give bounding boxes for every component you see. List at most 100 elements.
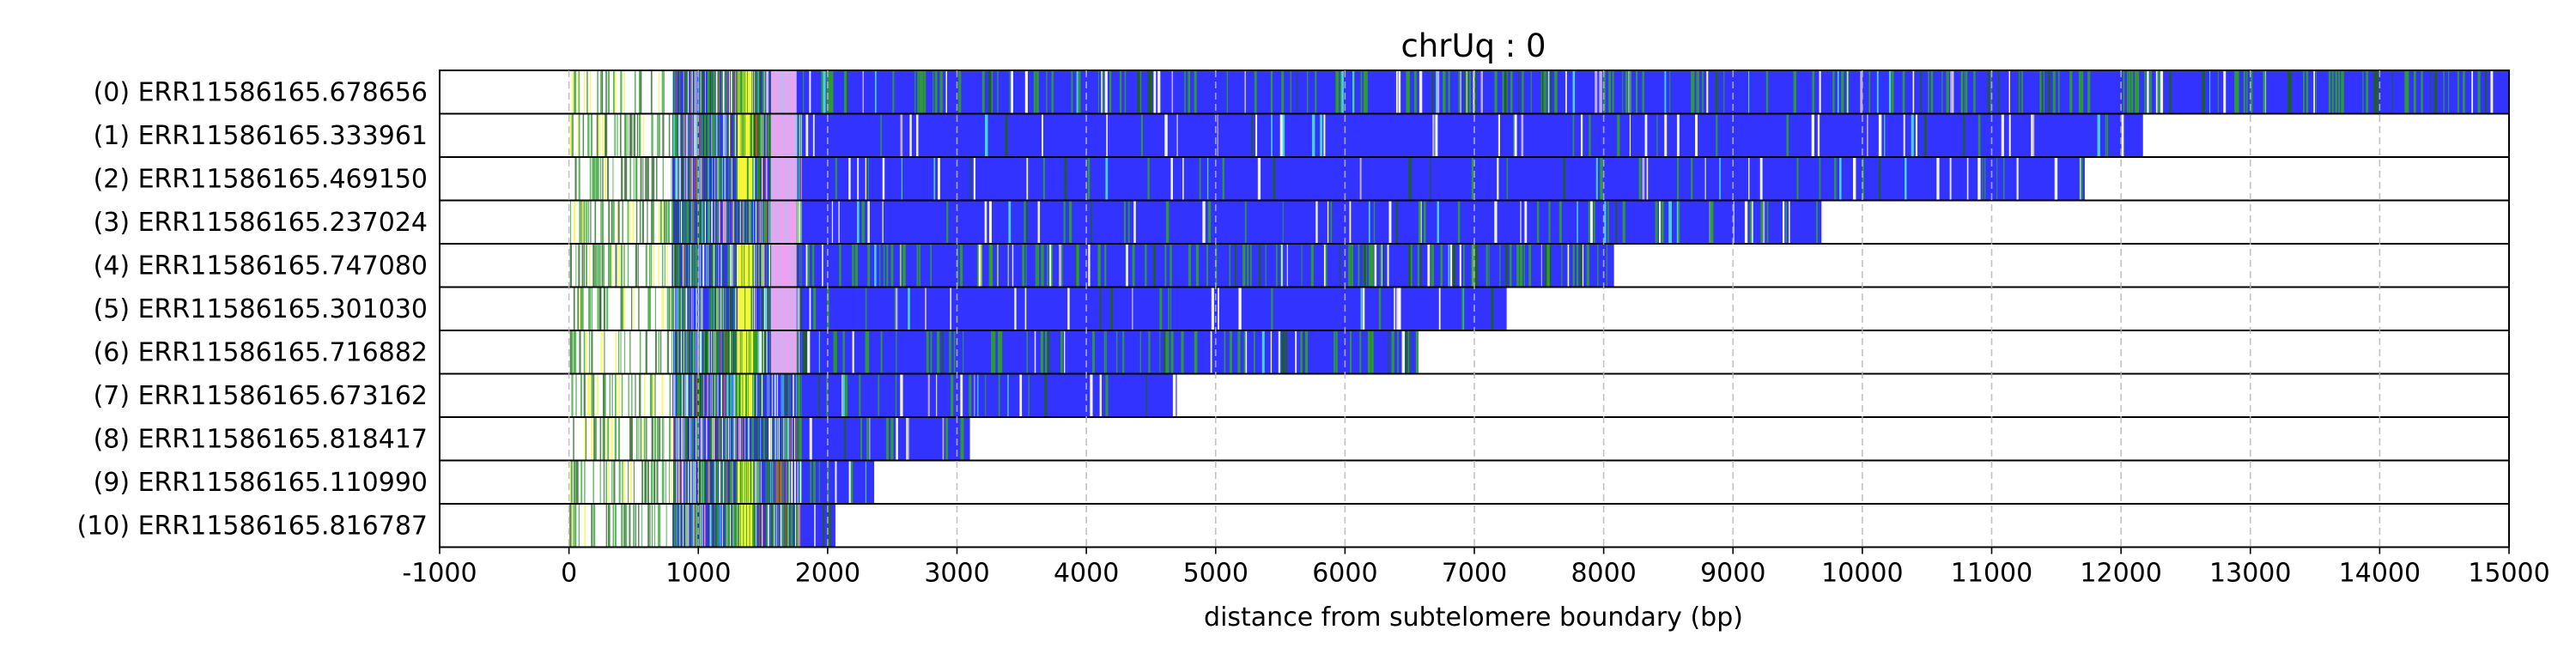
repeat-block xyxy=(801,331,1417,373)
variant-mark xyxy=(669,418,671,460)
variant-mark xyxy=(1133,201,1136,243)
variant-mark xyxy=(623,245,625,287)
variant-mark xyxy=(707,71,709,113)
variant-mark xyxy=(2079,158,2083,200)
variant-mark xyxy=(674,418,677,460)
variant-mark xyxy=(759,114,761,156)
variant-mark xyxy=(748,418,750,460)
variant-mark xyxy=(708,245,711,287)
variant-mark xyxy=(728,158,730,200)
variant-mark xyxy=(705,461,707,503)
variant-mark xyxy=(1696,71,1699,113)
variant-mark xyxy=(750,374,752,416)
variant-mark xyxy=(720,245,722,287)
variant-mark xyxy=(793,201,795,243)
variant-mark xyxy=(704,245,706,287)
variant-mark xyxy=(718,461,720,503)
variant-mark xyxy=(786,331,787,373)
variant-mark xyxy=(776,331,778,373)
read-label: (5) ERR11586165.301030 xyxy=(94,294,428,324)
variant-mark xyxy=(745,71,748,113)
variant-mark xyxy=(762,331,765,373)
variant-mark xyxy=(700,288,702,330)
variant-mark xyxy=(643,418,646,460)
variant-mark xyxy=(597,288,599,330)
variant-mark xyxy=(769,245,770,287)
variant-mark xyxy=(1359,331,1362,373)
variant-mark xyxy=(799,201,800,243)
variant-mark xyxy=(773,201,775,243)
variant-mark xyxy=(2414,71,2416,113)
variant-mark xyxy=(1340,71,1344,113)
variant-mark xyxy=(769,418,770,460)
variant-mark xyxy=(707,201,709,243)
variant-mark xyxy=(799,331,801,373)
variant-mark xyxy=(696,158,697,200)
variant-mark xyxy=(674,288,677,330)
variant-mark xyxy=(734,331,736,373)
variant-mark xyxy=(720,461,721,503)
variant-mark xyxy=(740,71,743,113)
variant-mark xyxy=(1744,201,1748,243)
variant-mark xyxy=(787,114,789,156)
variant-mark xyxy=(1448,71,1450,113)
variant-mark xyxy=(690,71,693,113)
variant-mark xyxy=(755,201,757,243)
variant-mark xyxy=(778,374,780,416)
variant-mark xyxy=(575,374,577,416)
variant-mark xyxy=(705,288,708,330)
variant-mark xyxy=(744,461,746,503)
variant-mark xyxy=(604,374,606,416)
variant-mark xyxy=(789,505,792,547)
variant-mark xyxy=(677,245,679,287)
variant-mark xyxy=(792,158,793,200)
variant-mark xyxy=(592,245,595,287)
variant-mark xyxy=(738,114,739,156)
variant-mark xyxy=(2147,71,2149,113)
variant-mark xyxy=(766,418,768,460)
variant-mark xyxy=(713,245,714,287)
variant-mark xyxy=(1101,71,1103,113)
variant-mark xyxy=(784,374,786,416)
variant-mark xyxy=(581,201,584,243)
variant-mark xyxy=(1437,71,1440,113)
variant-mark xyxy=(692,114,695,156)
variant-mark xyxy=(699,201,702,243)
variant-mark xyxy=(687,288,689,330)
variant-mark xyxy=(727,245,729,287)
variant-mark xyxy=(702,505,704,547)
variant-mark xyxy=(800,461,802,503)
variant-mark xyxy=(745,158,747,200)
variant-mark xyxy=(683,461,685,503)
variant-mark xyxy=(760,114,762,156)
variant-mark xyxy=(698,505,701,547)
repeat-block xyxy=(801,71,2509,113)
variant-mark xyxy=(703,201,705,243)
variant-mark xyxy=(702,461,704,503)
variant-mark xyxy=(603,288,606,330)
variant-mark xyxy=(732,288,734,330)
variant-mark xyxy=(793,245,794,287)
variant-mark xyxy=(812,114,815,156)
variant-mark xyxy=(787,114,790,156)
variant-mark xyxy=(1368,245,1371,287)
variant-mark xyxy=(1884,114,1886,156)
variant-mark xyxy=(1465,71,1468,113)
variant-mark xyxy=(669,374,671,416)
variant-mark xyxy=(757,505,760,547)
variant-mark xyxy=(1218,288,1219,330)
variant-mark xyxy=(677,158,679,200)
variant-mark xyxy=(719,201,720,243)
variant-mark xyxy=(672,374,674,416)
variant-mark xyxy=(577,288,580,330)
variant-mark xyxy=(685,418,687,460)
variant-mark xyxy=(799,71,801,113)
variant-mark xyxy=(2484,71,2488,113)
variant-mark xyxy=(920,71,923,113)
variant-mark xyxy=(676,461,678,503)
variant-mark xyxy=(750,418,752,460)
variant-mark xyxy=(773,158,775,200)
variant-mark xyxy=(957,245,959,287)
variant-mark xyxy=(798,114,800,156)
